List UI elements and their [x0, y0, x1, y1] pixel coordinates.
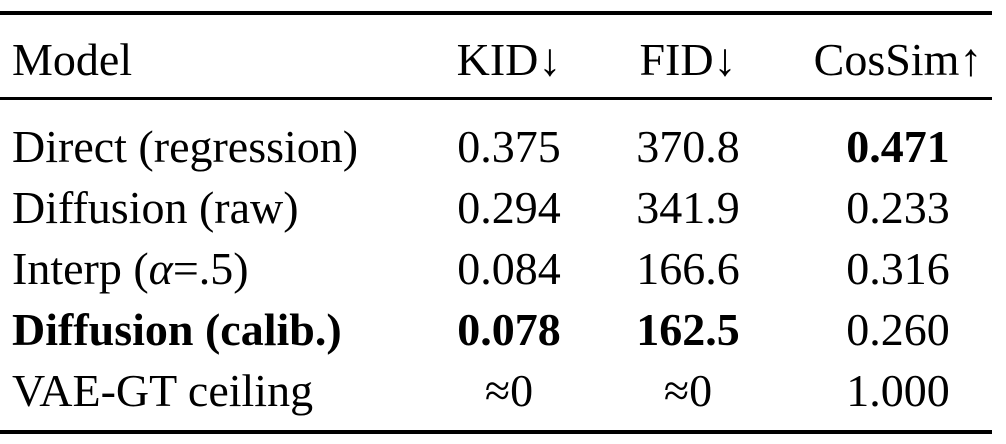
header-model: Model	[12, 34, 133, 85]
row-kid-value: 0.294	[457, 182, 561, 233]
row-model-name: Diffusion (calib.)	[12, 304, 342, 355]
row-cossim-value: 0.260	[846, 304, 950, 355]
row-kid-value: 0.375	[457, 121, 561, 172]
row-model-name: Direct (regression)	[12, 121, 359, 172]
model-name-prefix: Interp (	[12, 243, 149, 294]
row-fid-value: 162.5	[636, 304, 740, 355]
table-bottom-rule	[0, 430, 992, 434]
header-fid: FID↓	[639, 34, 737, 85]
row-kid-value: 0.084	[457, 243, 561, 294]
row-fid-value: 166.6	[636, 243, 740, 294]
header-cossim: CosSim↑	[813, 34, 983, 85]
row-cossim-value: 0.471	[846, 121, 950, 172]
row-model-name: Diffusion (raw)	[12, 182, 299, 233]
row-cossim-value: 0.316	[846, 243, 950, 294]
row-kid-value: 0.078	[457, 304, 561, 355]
table-header-rule	[0, 97, 992, 100]
row-cossim-value: 1.000	[846, 365, 950, 416]
row-model-name: Interp (α=.5)	[12, 246, 249, 292]
header-kid: KID↓	[456, 34, 562, 85]
alpha-symbol: α	[148, 243, 173, 294]
row-fid-value: 370.8	[636, 121, 740, 172]
row-kid-value: ≈0	[484, 365, 534, 416]
row-fid-value: ≈0	[663, 365, 713, 416]
model-name-suffix: =.5)	[172, 243, 249, 294]
row-fid-value: 341.9	[636, 182, 740, 233]
row-model-name: VAE-GT ceiling	[12, 365, 314, 416]
table-top-rule	[0, 11, 992, 15]
row-cossim-value: 0.233	[846, 182, 950, 233]
